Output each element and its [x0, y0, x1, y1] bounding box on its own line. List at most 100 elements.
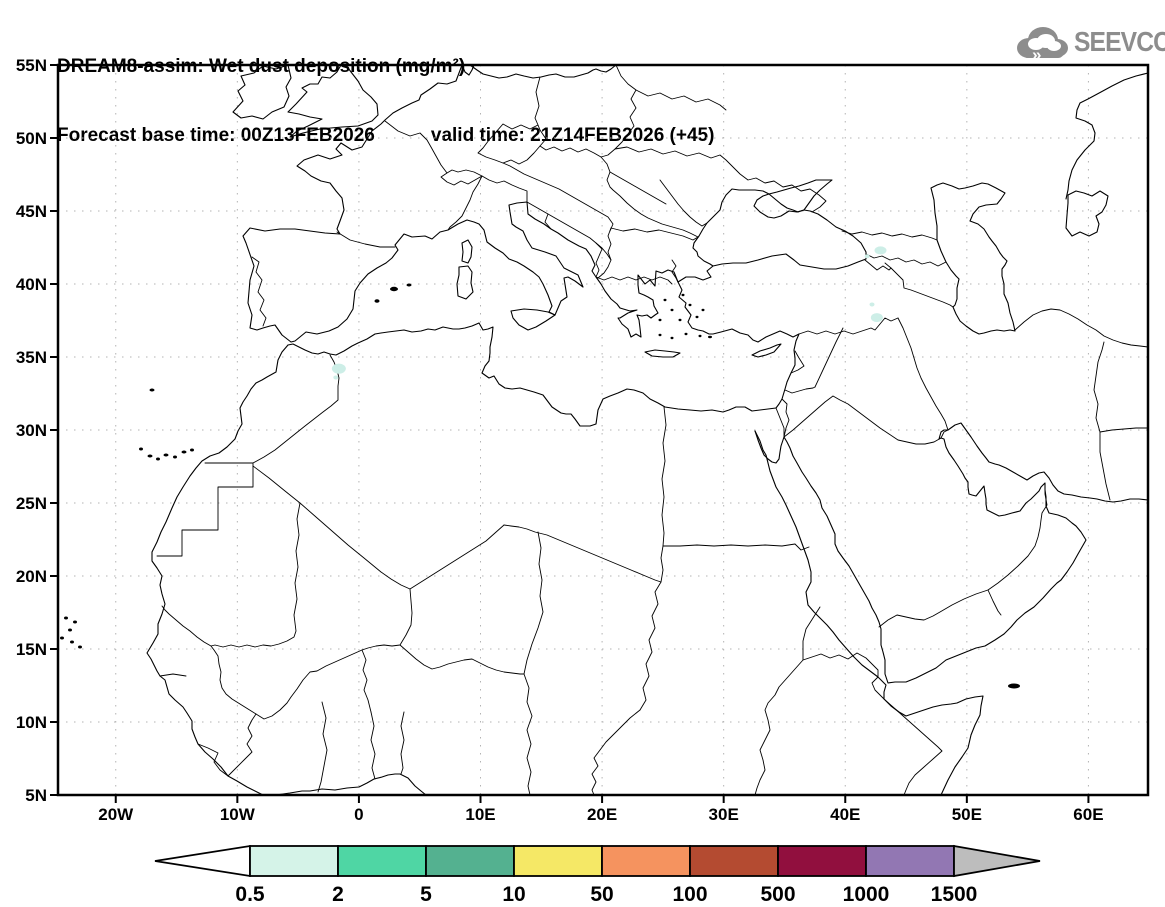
plot-title-line1: DREAM8-assim: Wet dust deposition (mg/m²… — [57, 56, 466, 77]
border-path — [544, 213, 552, 230]
lon-tick-label: 0 — [354, 805, 363, 824]
colorbar-label: 500 — [760, 883, 795, 906]
border-path — [526, 201, 612, 279]
border-path — [607, 227, 612, 261]
lat-tick-label: 35N — [16, 348, 47, 367]
colorbar-segment — [777, 845, 867, 877]
border-path — [987, 589, 1002, 616]
border-path — [610, 227, 699, 241]
border-path — [159, 673, 187, 677]
deposition-spot — [331, 363, 346, 374]
lon-tick-label: 10W — [220, 805, 256, 824]
coastline-path — [242, 227, 341, 343]
border-path — [784, 386, 816, 394]
forecast-base-time: Forecast base time: 00Z13FEB2026 — [57, 125, 375, 146]
border-path — [595, 242, 603, 278]
colorbar-label: 10 — [502, 883, 525, 906]
coastline-path — [275, 773, 427, 796]
border-path — [523, 673, 533, 796]
colorbar-segment — [865, 845, 955, 877]
lat-tick-label: 40N — [16, 275, 47, 294]
border-path — [481, 175, 528, 203]
lon-tick-label: 20E — [587, 805, 617, 824]
border-path — [384, 120, 483, 186]
border-path — [503, 524, 664, 583]
border-path — [361, 649, 372, 713]
seevccc-logo: » SEEVCCC — [1012, 20, 1165, 64]
coastline-path — [677, 281, 800, 409]
lat-tick-label: 45N — [16, 202, 47, 221]
border-path — [252, 465, 411, 590]
colorbar-label: 100 — [672, 883, 707, 906]
lon-tick-label: 10E — [465, 805, 495, 824]
border-path — [1014, 308, 1149, 348]
border-path — [781, 398, 790, 438]
border-path — [156, 462, 254, 557]
deposition-spot — [864, 254, 870, 259]
deposition-spot — [874, 246, 887, 255]
colorbar-segment — [601, 845, 691, 877]
coastline-path — [287, 64, 379, 138]
coastline-path — [290, 219, 468, 343]
axis-ticks — [50, 64, 1090, 803]
lat-tick-label: 55N — [16, 56, 47, 75]
coastline-path — [146, 344, 289, 796]
border-path — [600, 156, 699, 238]
border-path — [864, 259, 892, 271]
island-path — [644, 349, 681, 358]
lon-tick-label: 50E — [952, 805, 982, 824]
coastline-path — [461, 64, 475, 76]
island-path — [461, 239, 473, 264]
lon-tick-label: 20W — [98, 805, 134, 824]
border-path — [1093, 341, 1111, 501]
lon-tick-label: 60E — [1073, 805, 1103, 824]
border-path — [399, 644, 525, 675]
border-path — [878, 482, 1048, 628]
border-path — [790, 350, 805, 374]
grid-lines — [58, 65, 1148, 795]
colorbar-label: 2 — [332, 883, 344, 906]
lon-tick-label: 40E — [830, 805, 860, 824]
coastline-path — [287, 322, 777, 427]
lat-tick-label: 10N — [16, 713, 47, 732]
border-path — [197, 713, 257, 777]
border-path — [802, 652, 885, 700]
border-path — [671, 259, 679, 283]
coastline-path — [1065, 190, 1109, 237]
border-path — [502, 162, 614, 232]
colorbar-label: 50 — [590, 883, 613, 906]
deposition-spot — [870, 313, 883, 323]
colorbar-segment — [337, 845, 427, 877]
lon-tick-label: 30E — [709, 805, 739, 824]
border-path — [409, 524, 505, 590]
valid-time: valid time: 21Z14FEB2026 (+45) — [430, 125, 715, 146]
colorbar-segment — [249, 845, 339, 877]
border-path — [661, 406, 667, 547]
logo-text: SEEVCCC — [1074, 26, 1165, 57]
lat-tick-label: 50N — [16, 129, 47, 148]
lat-tick-label: 15N — [16, 640, 47, 659]
border-path — [814, 327, 844, 388]
border-path — [591, 709, 641, 796]
small-islands — [60, 283, 1020, 689]
border-path — [662, 543, 810, 551]
colorbar-label: 1500 — [931, 883, 978, 906]
colorbar-segment — [513, 845, 603, 877]
coastline-path — [677, 188, 867, 283]
colorbar-segment — [689, 845, 779, 877]
coastline-path — [232, 64, 292, 120]
colorbar-segment — [425, 845, 515, 877]
border-path — [865, 253, 947, 267]
border-path — [336, 231, 396, 248]
border-path — [798, 317, 899, 335]
colorbar-label: 1000 — [843, 883, 890, 906]
colorbar-label: 5 — [420, 883, 432, 906]
coastline-path — [296, 64, 463, 235]
border-path — [477, 76, 547, 165]
border-path — [252, 354, 340, 464]
border-path — [883, 698, 943, 796]
border-path — [447, 175, 483, 231]
border-path — [1099, 427, 1149, 433]
colorbar-right-arrow — [953, 844, 1041, 878]
